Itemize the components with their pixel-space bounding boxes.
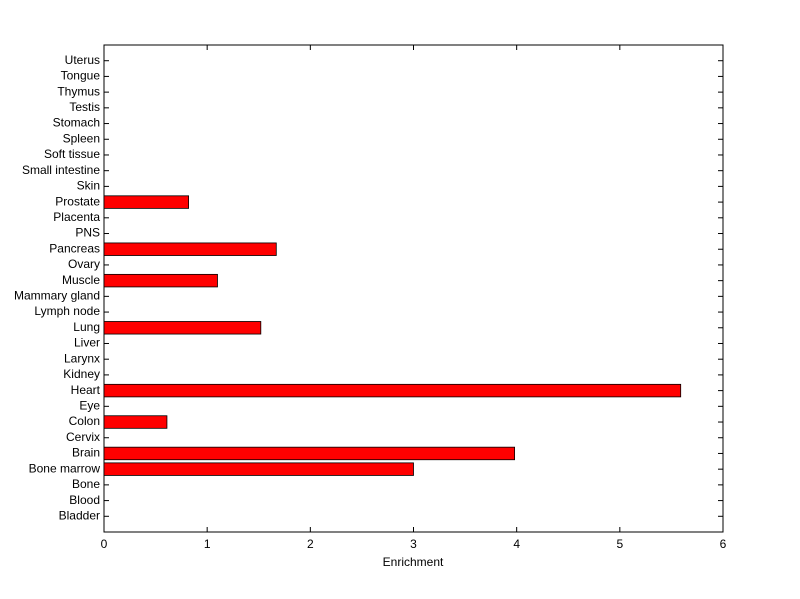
x-tick-label: 6	[720, 537, 727, 551]
x-tick-label: 5	[616, 537, 623, 551]
x-tick-label: 4	[513, 537, 520, 551]
bar	[103, 321, 262, 335]
y-tick-label: Spleen	[63, 131, 100, 145]
y-tick-label: Lymph node	[34, 304, 100, 318]
x-tick-label: 3	[410, 537, 417, 551]
y-tick-label: Muscle	[62, 273, 100, 287]
y-tick-label: Eye	[79, 398, 100, 412]
y-tick-label: Skin	[77, 179, 100, 193]
y-tick-label: Testis	[69, 100, 100, 114]
y-tick-label: Prostate	[55, 194, 100, 208]
y-tick-label: Ovary	[68, 257, 100, 271]
y-tick-label: Brain	[72, 446, 100, 460]
x-axis-label: Enrichment	[383, 555, 444, 569]
y-tick-label: Bone marrow	[29, 461, 101, 475]
y-tick-label: Pancreas	[49, 241, 100, 255]
y-tick-label: Liver	[74, 336, 100, 350]
y-tick-label: Heart	[71, 383, 101, 397]
x-tick-label: 2	[307, 537, 314, 551]
y-tick-label: Lung	[73, 320, 100, 334]
y-tick-label: Kidney	[63, 367, 100, 381]
y-tick-label: Small intestine	[22, 163, 100, 177]
x-tick-label: 1	[204, 537, 211, 551]
bar	[103, 415, 168, 429]
y-tick-label: Thymus	[57, 84, 100, 98]
y-tick-label: Bone	[72, 477, 100, 491]
bar	[103, 446, 516, 461]
y-tick-label: Stomach	[53, 116, 100, 130]
bar	[103, 462, 414, 476]
bar	[103, 242, 277, 256]
y-tick-label: Larynx	[64, 351, 100, 365]
y-tick-label: Tongue	[61, 69, 101, 83]
y-tick-label: Bladder	[59, 508, 100, 522]
y-tick-label: PNS	[75, 226, 100, 240]
y-tick-label: Placenta	[53, 210, 100, 224]
bar	[103, 195, 189, 209]
x-tick-label: 0	[101, 537, 108, 551]
y-tick-label: Cervix	[66, 430, 100, 444]
y-tick-label: Colon	[69, 414, 100, 428]
bar	[103, 273, 218, 288]
y-tick-label: Uterus	[65, 53, 100, 67]
bar	[103, 383, 682, 398]
y-tick-label: Mammary gland	[14, 289, 100, 303]
y-tick-label: Blood	[69, 493, 100, 507]
y-tick-label: Soft tissue	[44, 147, 100, 161]
